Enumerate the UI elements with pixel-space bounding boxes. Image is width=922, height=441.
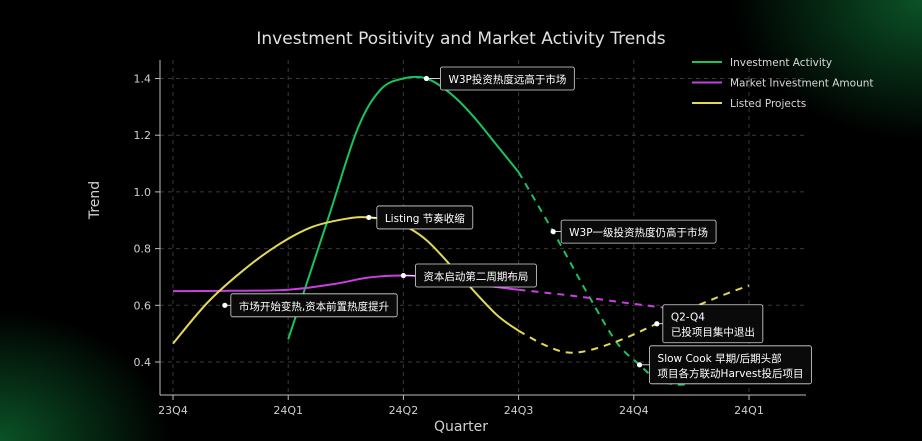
annotations: W3P投资热度远高于市场 Listing 节奏收缩资本启动第二周期布局市场开始变热… bbox=[222, 66, 812, 385]
legend-label-listed-projects: Listed Projects bbox=[730, 98, 806, 110]
annotation: W3P一级投资热度仍高于市场 bbox=[550, 219, 717, 244]
annotation-text: 市场开始变热,资本前置热度提升 bbox=[239, 300, 389, 313]
annotation-box bbox=[230, 293, 398, 318]
x-tick-label: 24Q1 bbox=[273, 404, 303, 417]
y-tick-label: 1.2 bbox=[134, 129, 152, 142]
y-tick-label: 1.4 bbox=[134, 73, 152, 86]
y-tick-label: 0.4 bbox=[134, 356, 152, 369]
annotation-box bbox=[376, 205, 474, 230]
annotation-point bbox=[654, 321, 660, 327]
annotation-point bbox=[366, 214, 372, 221]
annotation-text: Q2-Q4 bbox=[671, 312, 705, 324]
annotation: W3P投资热度远高于市场 bbox=[423, 66, 575, 91]
legend: Investment Activity Market Investment Amo… bbox=[692, 57, 874, 110]
annotation-text: W3P投资热度远高于市场 bbox=[448, 73, 566, 86]
annotation-box bbox=[662, 304, 764, 344]
annotation-text: 项目各方联动Harvest投后项目 bbox=[658, 367, 804, 380]
annotation: Listing 节奏收缩 bbox=[366, 205, 474, 230]
annotation-text: Slow Cook 早期/后期头部 bbox=[658, 352, 782, 365]
annotation-point bbox=[222, 302, 228, 308]
annotation: 资本启动第二周期布局 bbox=[400, 263, 537, 288]
annotation-text: 已投项目集中退出 bbox=[671, 326, 755, 339]
listed-projects-line-projected bbox=[518, 284, 750, 354]
chart-title: Investment Positivity and Market Activit… bbox=[256, 29, 665, 49]
annotation-point bbox=[550, 228, 556, 235]
x-tick-label: 24Q2 bbox=[389, 404, 419, 417]
axes: 0.4 0.6 0.8 1.0 1.2 1.4 23Q4 24Q1 24Q2 24Q3 24Q4 24… bbox=[134, 60, 806, 417]
annotation-text: Listing 节奏收缩 bbox=[385, 212, 465, 225]
annotation-point bbox=[423, 75, 430, 82]
annotation-text: 资本启动第二周期布局 bbox=[423, 270, 528, 283]
annotation-point bbox=[400, 272, 406, 279]
annotation-box bbox=[414, 263, 537, 288]
x-tick-label: 24Q3 bbox=[504, 404, 534, 417]
annotation-box bbox=[560, 219, 717, 244]
y-tick-label: 0.8 bbox=[134, 243, 152, 256]
x-tick-label: 24Q1 bbox=[734, 404, 764, 417]
annotation-point bbox=[636, 362, 643, 368]
legend-label-market-investment-amount: Market Investment Amount bbox=[730, 78, 874, 90]
x-tick-label: 24Q4 bbox=[619, 404, 649, 417]
annotation-text: W3P一级投资热度仍高于市场 bbox=[569, 226, 708, 239]
x-tick-label: 23Q4 bbox=[158, 404, 188, 417]
x-axis-label: Quarter bbox=[434, 419, 488, 435]
annotation: 市场开始变热,资本前置热度提升 bbox=[222, 293, 398, 318]
y-axis-label: Trend bbox=[87, 181, 103, 220]
annotation-box bbox=[649, 345, 812, 385]
legend-label-investment-activity: Investment Activity bbox=[730, 57, 832, 69]
annotation-box bbox=[440, 66, 575, 91]
investment-activity-line-solid bbox=[287, 75, 520, 340]
annotation: Q2-Q4 已投项目集中退出 bbox=[654, 304, 764, 344]
investment-activity-line-projected bbox=[517, 171, 750, 386]
y-tick-label: 0.6 bbox=[134, 299, 152, 312]
y-tick-label: 1.0 bbox=[134, 186, 152, 199]
